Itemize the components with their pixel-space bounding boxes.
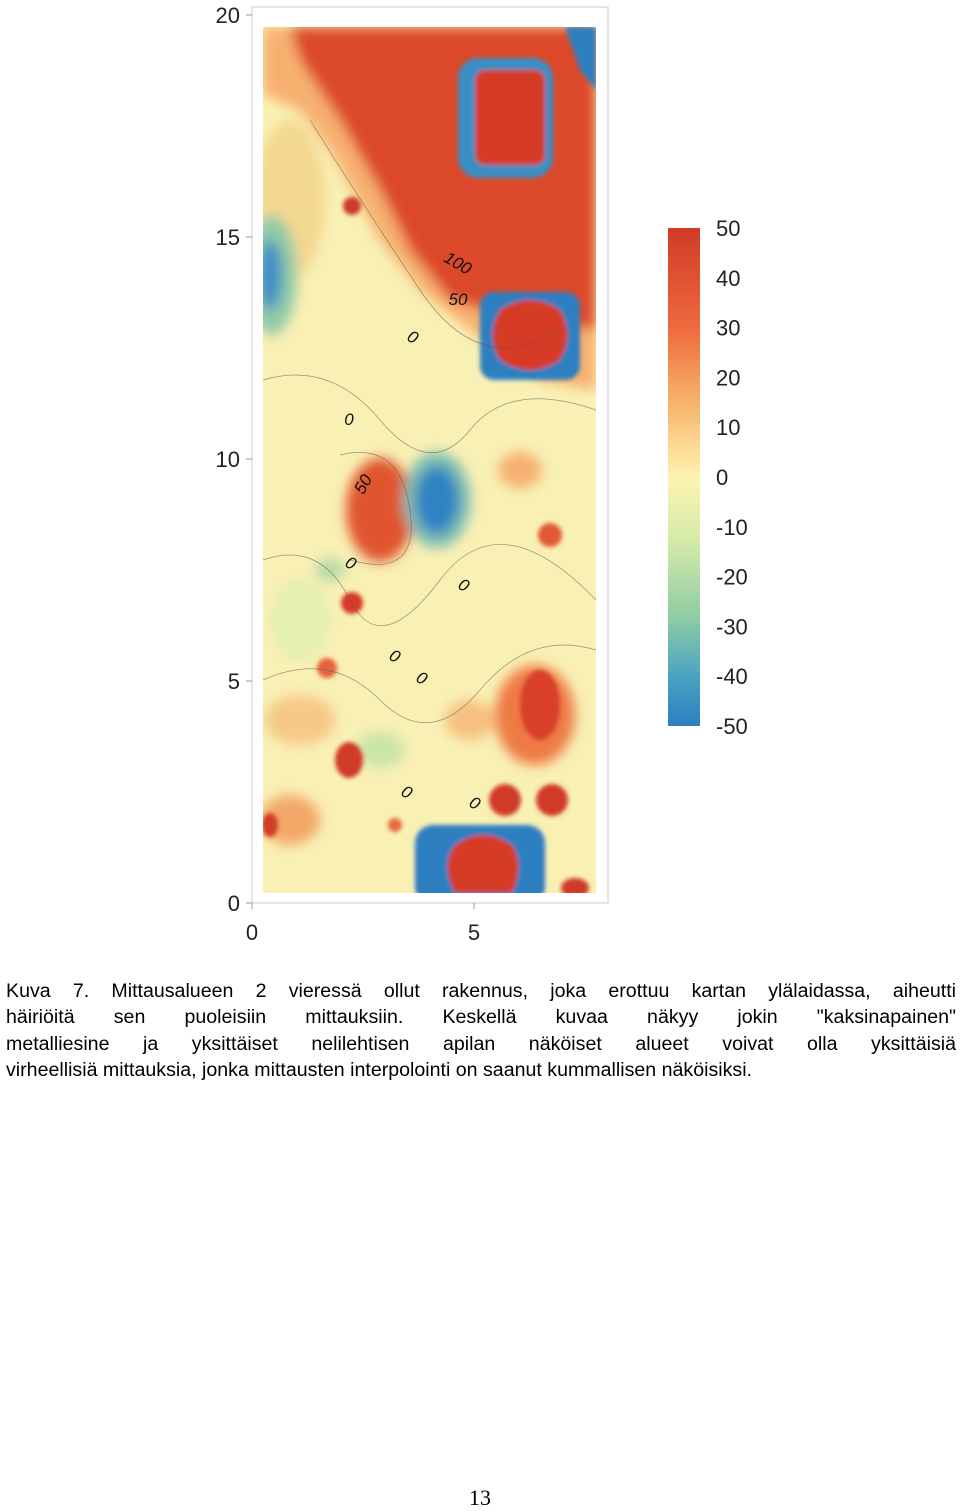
contour-label: 0 — [344, 410, 354, 429]
colorbar-label: 10 — [716, 415, 740, 440]
y-tick-label: 20 — [216, 3, 240, 28]
contour-label: 50 — [449, 290, 468, 309]
colorbar-label: 50 — [716, 216, 740, 241]
y-tick-label: 15 — [216, 225, 240, 250]
colorbar-label: -40 — [716, 664, 748, 689]
y-tick-label: 5 — [228, 669, 240, 694]
contour-map — [263, 27, 596, 893]
colorbar-label: -50 — [716, 714, 748, 739]
y-tick-label: 10 — [216, 447, 240, 472]
caption-line: virheellisiä mittauksia, jonka mittauste… — [6, 1059, 752, 1082]
colorbar-label: 20 — [716, 365, 740, 390]
colorbar-label: -10 — [716, 515, 748, 540]
x-tick-label: 0 — [246, 920, 258, 945]
caption: Kuva 7. Mittausalueen 2 vieressä ollut r… — [6, 978, 956, 1084]
caption-line: metalliesine ja yksittäiset nelilehtisen… — [6, 1032, 956, 1055]
page-number: 13 — [469, 1485, 491, 1510]
colorbar-label: 30 — [716, 316, 740, 341]
colorbar-label: 0 — [716, 465, 728, 490]
plot-frame — [251, 6, 609, 904]
colorbar-label: 40 — [716, 266, 740, 291]
colorbar-label: -20 — [716, 565, 748, 590]
colorbar-label: -30 — [716, 614, 748, 639]
colorbar — [668, 228, 700, 726]
x-tick-label: 5 — [468, 920, 480, 945]
caption-line: Kuva 7. Mittausalueen 2 vieressä ollut r… — [6, 980, 956, 1002]
caption-line: häiriöitä sen puoleisiin mittauksiin. Ke… — [6, 1006, 956, 1029]
y-tick-label: 0 — [228, 891, 240, 916]
figure: 0 50510152050403020100-10-20-30-40-501005… — [216, 3, 748, 945]
